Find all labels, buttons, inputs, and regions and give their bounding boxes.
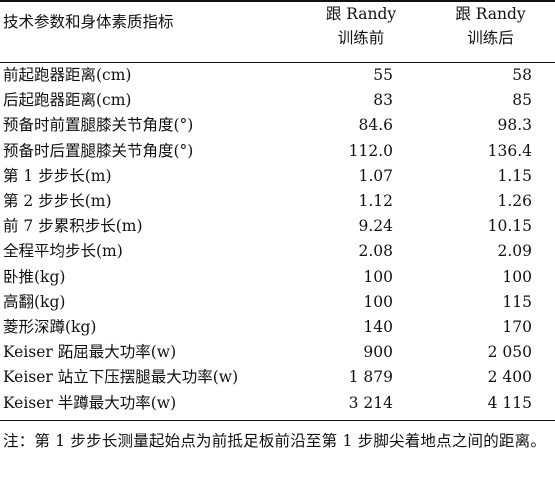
header-after-line1: 跟 Randy: [455, 5, 526, 23]
header-before: 跟 Randy 训练前: [296, 0, 426, 63]
row-after: 4 115: [426, 390, 555, 421]
header-after-line2: 训练后: [467, 29, 514, 47]
row-before: 140: [363, 318, 393, 337]
row-before: 55: [373, 66, 393, 84]
table-row: 第 2 步步长(m) 1.12 1.26: [0, 189, 555, 214]
row-after: 170: [502, 318, 532, 337]
row-before: 9.24: [358, 217, 393, 236]
row-before: 1.07: [358, 166, 393, 185]
table-row: 卧推(kg) 100 100: [0, 265, 555, 290]
row-after: 115: [502, 292, 532, 311]
row-before: 84.6: [358, 116, 393, 135]
row-before: 83: [373, 91, 393, 110]
row-after: 2 050: [487, 343, 532, 362]
row-before: 2.08: [358, 242, 393, 261]
header-before-line2: 训练前: [337, 29, 385, 47]
header-before-line1: 跟 Randy: [325, 5, 397, 23]
row-after: 1.15: [497, 166, 532, 185]
row-after: 1.26: [497, 192, 532, 211]
row-after: 2 400: [487, 368, 532, 387]
row-before: 3 214: [296, 390, 426, 421]
row-after: 136.4: [487, 141, 532, 160]
row-before: 100: [363, 292, 393, 311]
row-name: 前 7 步累积步长(m): [3, 217, 143, 236]
comparison-table: 技术参数和身体素质指标 跟 Randy 训练前 跟 Randy 训练后 前起跑器…: [0, 0, 555, 421]
table-row: Keiser 跖屈最大功率(w) 900 2 050: [0, 340, 555, 365]
row-name: 第 2 步步长(m): [3, 192, 112, 211]
row-after: 10.15: [487, 217, 532, 236]
row-after: 98.3: [497, 116, 532, 135]
table-row: 高翻(kg) 100 115: [0, 290, 555, 315]
row-name: 卧推(kg): [3, 267, 66, 286]
header-after: 跟 Randy 训练后: [426, 0, 555, 63]
row-name: 高翻(kg): [3, 292, 66, 311]
row-name: 前起跑器距离(cm): [3, 66, 132, 84]
table-row: 预备时前置腿膝关节角度(°) 84.6 98.3: [0, 113, 555, 138]
table-header: 技术参数和身体素质指标 跟 Randy 训练前 跟 Randy 训练后: [0, 0, 555, 63]
table-row: 前 7 步累积步长(m) 9.24 10.15: [0, 214, 555, 239]
table-body: 前起跑器距离(cm) 55 58 后起跑器距离(cm) 83 85 预备时前置腿…: [0, 63, 555, 421]
row-name: Keiser 半蹲最大功率(w): [0, 390, 296, 421]
row-before: 100: [363, 267, 393, 286]
row-name: 后起跑器距离(cm): [3, 91, 132, 110]
row-before: 1.12: [358, 192, 393, 211]
row-before: 900: [363, 343, 393, 362]
row-before: 1 879: [348, 368, 393, 387]
table-row: 菱形深蹲(kg) 140 170: [0, 315, 555, 340]
row-before: 112.0: [348, 141, 393, 160]
table-footnote: 注：第 1 步步长测量起始点为前抵足板前沿至第 1 步脚尖着地点之间的距离。: [3, 431, 547, 450]
row-name: 预备时后置腿膝关节角度(°): [3, 141, 194, 160]
row-after: 58: [512, 66, 532, 84]
header-row: 技术参数和身体素质指标 跟 Randy 训练前 跟 Randy 训练后: [0, 0, 555, 63]
row-name: 第 1 步步长(m): [3, 166, 112, 185]
row-name: 全程平均步长(m): [3, 242, 123, 261]
row-name: 预备时前置腿膝关节角度(°): [3, 116, 194, 135]
table-row: 前起跑器距离(cm) 55 58: [0, 63, 555, 89]
row-name: Keiser 站立下压摆腿最大功率(w): [3, 368, 239, 387]
table-row: 第 1 步步长(m) 1.07 1.15: [0, 164, 555, 189]
table-row: Keiser 半蹲最大功率(w) 3 214 4 115: [0, 390, 555, 421]
row-after: 85: [512, 91, 532, 110]
table-row: 后起跑器距离(cm) 83 85: [0, 88, 555, 113]
header-param: 技术参数和身体素质指标: [0, 0, 296, 63]
table-row: 全程平均步长(m) 2.08 2.09: [0, 239, 555, 264]
row-after: 100: [502, 267, 532, 286]
table-row: 预备时后置腿膝关节角度(°) 112.0 136.4: [0, 139, 555, 164]
table-row: Keiser 站立下压摆腿最大功率(w) 1 879 2 400: [0, 365, 555, 390]
row-name: Keiser 跖屈最大功率(w): [3, 343, 177, 362]
row-after: 2.09: [497, 242, 532, 261]
row-name: 菱形深蹲(kg): [3, 318, 97, 337]
